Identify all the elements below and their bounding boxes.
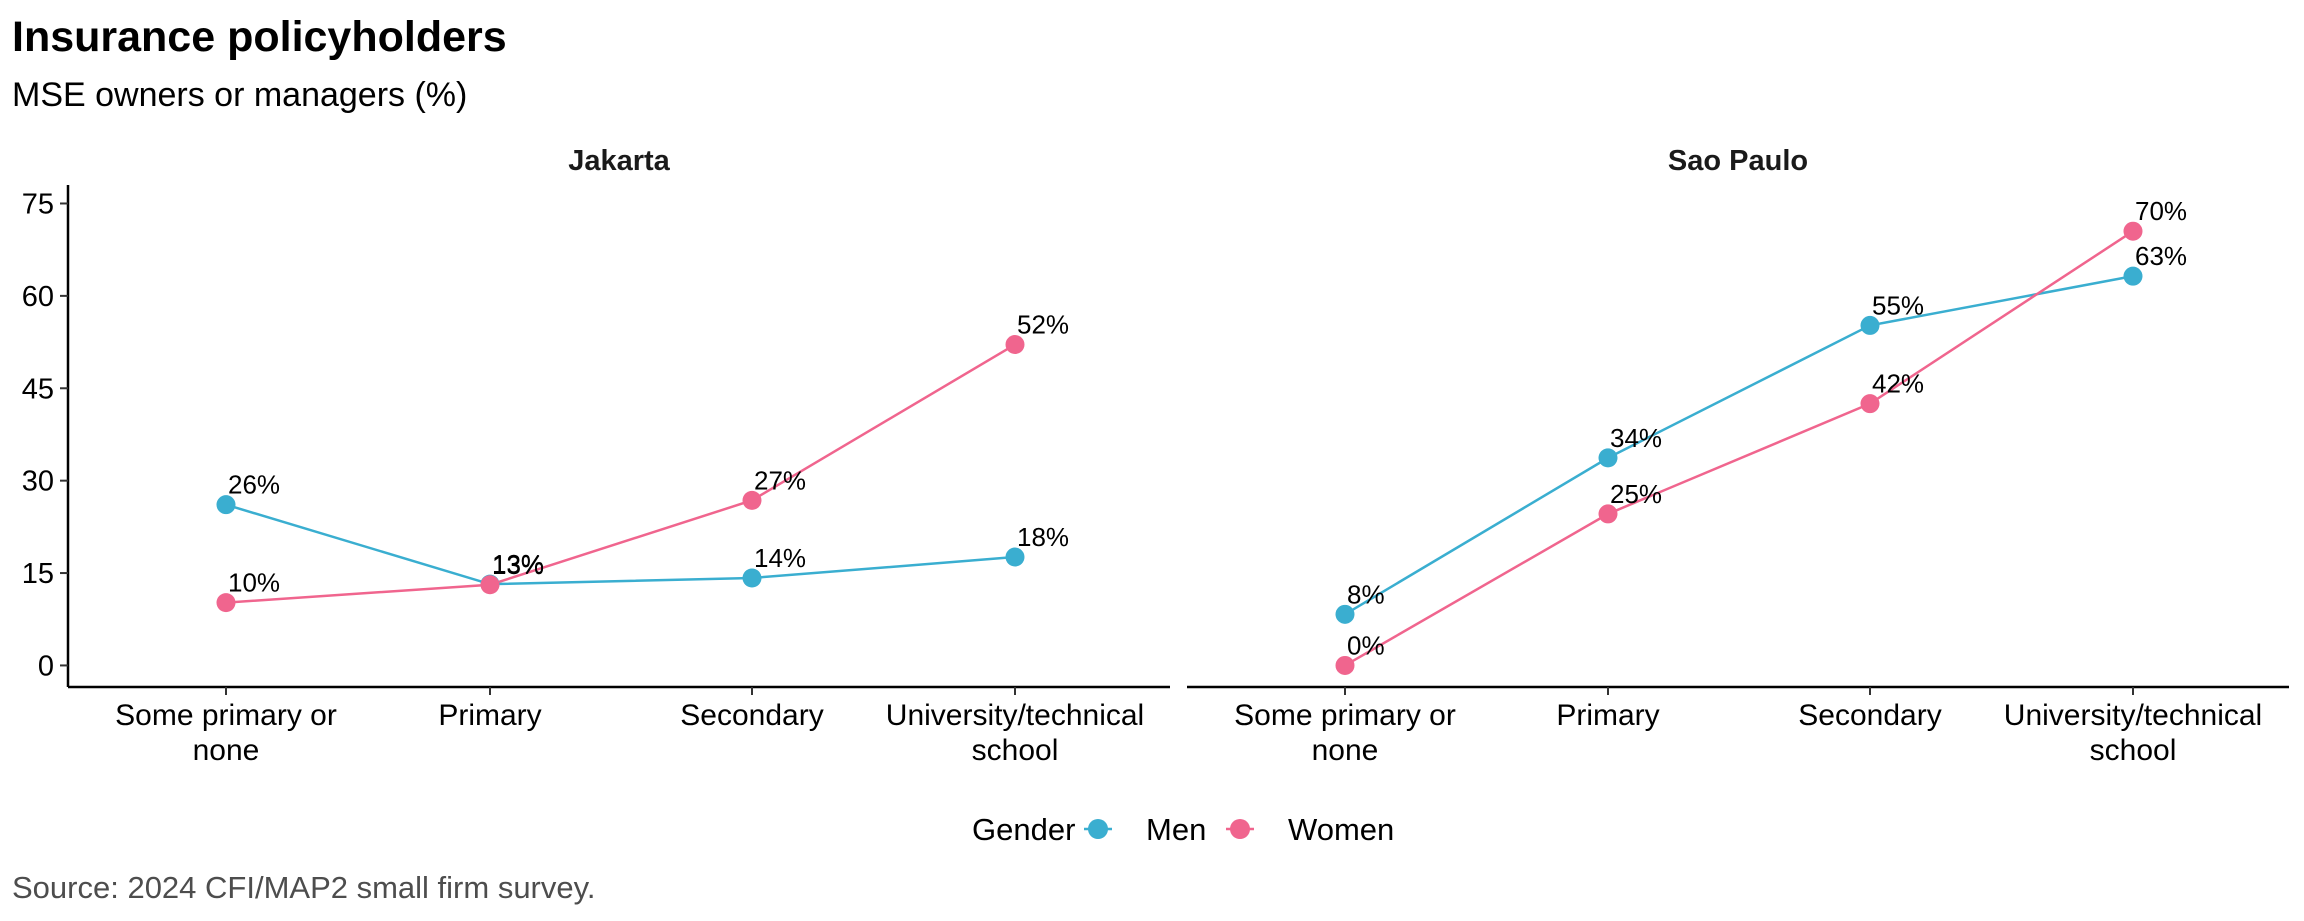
- data-point-women: [216, 593, 236, 613]
- legend-label-men: Men: [1146, 812, 1206, 847]
- series-line-men: [1344, 274, 2134, 616]
- x-tick-label-line: Some primary or: [1234, 699, 1456, 732]
- x-tick-label-line: University/technical: [2004, 699, 2262, 732]
- x-tick-label-line: none: [193, 734, 260, 767]
- x-tick-label-line: Secondary: [680, 699, 823, 732]
- data-label: 8%: [1347, 579, 1385, 609]
- x-tick-label-line: school: [2090, 734, 2177, 767]
- x-tick-label-line: school: [972, 734, 1059, 767]
- data-point-men: [1860, 315, 1880, 335]
- facet-title-sao-paulo: Sao Paulo: [1668, 145, 1808, 177]
- y-tick-label: 75: [22, 188, 54, 220]
- data-point-men: [1598, 448, 1618, 468]
- data-point-women: [1598, 504, 1618, 524]
- legend-key-men: [1088, 819, 1108, 839]
- x-tick-label: Some primary or none: [115, 699, 337, 767]
- data-point-men: [2123, 266, 2143, 286]
- data-label: 27%: [754, 465, 806, 495]
- data-point-men: [742, 568, 762, 588]
- data-label: 52%: [1017, 310, 1069, 340]
- series-line-women: [1344, 230, 2134, 667]
- x-tick-label-line: Primary: [1556, 699, 1659, 732]
- series-line-women: [225, 343, 1016, 604]
- data-label: 26%: [228, 470, 280, 500]
- data-label: 13%: [492, 549, 544, 579]
- data-point-women: [480, 575, 500, 595]
- legend-label-women: Women: [1288, 812, 1394, 847]
- y-tick-label: 60: [22, 281, 54, 313]
- x-tick-label-line: none: [1312, 734, 1379, 767]
- data-point-women: [742, 490, 762, 510]
- series-line-men: [225, 503, 1016, 586]
- x-tick-label: University/technical school: [886, 699, 1144, 767]
- y-tick-label: 30: [22, 466, 54, 498]
- data-label: 34%: [1610, 423, 1662, 453]
- data-label: 18%: [1017, 522, 1069, 552]
- x-tick-label: Primary: [1556, 699, 1659, 732]
- data-point-women: [1860, 394, 1880, 414]
- data-point-men: [1005, 547, 1025, 567]
- legend-title: Gender: [972, 812, 1075, 847]
- chart-subtitle: MSE owners or managers (%): [12, 76, 468, 114]
- y-tick-label: 0: [38, 650, 54, 682]
- x-tick-label: Secondary: [1798, 699, 1941, 732]
- y-tick-label: 45: [22, 373, 54, 405]
- data-point-women: [1005, 335, 1025, 355]
- data-label: 55%: [1872, 290, 1924, 320]
- x-tick-label: Some primary or none: [1234, 699, 1456, 767]
- data-label: 13%: [492, 550, 544, 580]
- data-label: 70%: [2135, 196, 2187, 226]
- y-tick-label: 15: [22, 558, 54, 590]
- source-note: Source: 2024 CFI/MAP2 small firm survey.: [12, 870, 596, 905]
- data-label: 10%: [228, 568, 280, 598]
- x-tick-label: University/technical school: [2004, 699, 2262, 767]
- data-label: 0%: [1347, 630, 1385, 660]
- x-tick-label: Primary: [438, 699, 541, 732]
- chart-title: Insurance policyholders: [12, 13, 507, 61]
- data-point-women: [2123, 221, 2143, 241]
- facet-title-jakarta: Jakarta: [568, 145, 670, 177]
- legend-key-women: [1230, 819, 1250, 839]
- data-label: 63%: [2135, 241, 2187, 271]
- data-label: 14%: [754, 543, 806, 573]
- x-tick-label-line: Some primary or: [115, 699, 337, 732]
- data-point-women: [1335, 655, 1355, 675]
- x-tick-label: Secondary: [680, 699, 823, 732]
- x-tick-label-line: Secondary: [1798, 699, 1941, 732]
- x-tick-label-line: Primary: [438, 699, 541, 732]
- data-label: 42%: [1872, 369, 1924, 399]
- x-tick-label-line: University/technical: [886, 699, 1144, 732]
- data-point-men: [1335, 604, 1355, 624]
- data-label: 25%: [1610, 479, 1662, 509]
- data-point-men: [216, 495, 236, 515]
